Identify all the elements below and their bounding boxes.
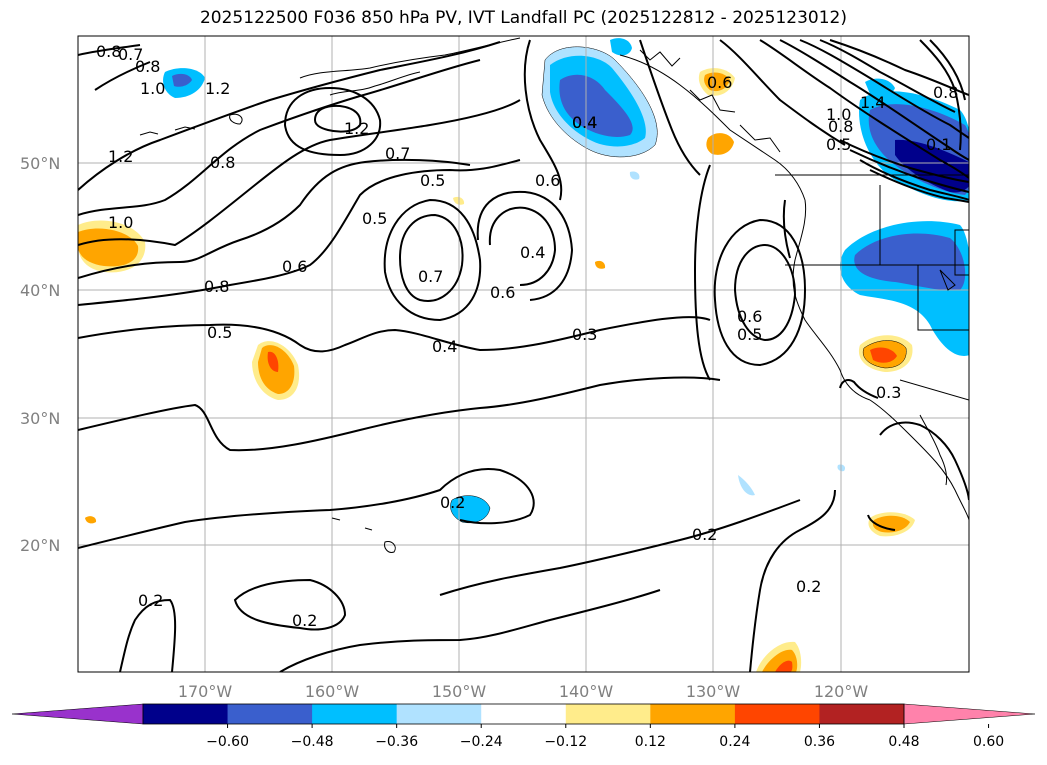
- contour-label: 0.4: [572, 113, 597, 132]
- neg-anomaly-hawaii: [450, 495, 491, 524]
- contour-label: 1.2: [205, 79, 230, 98]
- colorbar-tick-label: −0.60: [206, 734, 249, 750]
- contour-label: 0.6: [707, 73, 732, 92]
- colorbar-segment: [734, 704, 820, 724]
- colorbar-segment: [227, 704, 313, 724]
- pv-shading: [78, 38, 969, 672]
- colorbar-segment: [143, 704, 229, 724]
- contour-label: 0.1: [926, 135, 951, 154]
- latitude-labels: 50°N 40°N 30°N 20°N: [20, 154, 60, 555]
- contour-label: 0.2: [692, 525, 717, 544]
- contour-label: 0.6: [535, 171, 560, 190]
- contour-label: 0.5: [826, 135, 851, 154]
- lon-label-140w: 140°W: [559, 682, 614, 701]
- contour-label: 0.5: [420, 171, 445, 190]
- lat-label-30n: 30°N: [20, 409, 60, 428]
- colorbar-tick-label: −0.12: [544, 734, 587, 750]
- contour-label: 1.0: [108, 213, 133, 232]
- contour-label: 0.8: [210, 153, 235, 172]
- contour-label: 1.0: [140, 79, 165, 98]
- contour-label: 0.6: [737, 307, 762, 326]
- contour-label: 1.4: [860, 93, 885, 112]
- contour-label: 1.2: [108, 147, 133, 166]
- colorbar-tick-label: 0.12: [635, 734, 666, 750]
- contour-label: 0.4: [520, 243, 545, 262]
- colorbar-extend-left: [11, 703, 144, 725]
- colorbar-segment: [565, 704, 651, 724]
- pv-contours: [78, 39, 969, 672]
- contour-label: 0.5: [362, 209, 387, 228]
- contour-label: 0.4: [432, 337, 457, 356]
- gridlines: [78, 36, 969, 672]
- contour-label: 0.3: [876, 383, 901, 402]
- lon-label-150w: 150°W: [432, 682, 487, 701]
- colorbar-tick-label: 0.24: [719, 734, 750, 750]
- contour-label: 0.2: [138, 591, 163, 610]
- contour-label: 0.8: [96, 42, 121, 61]
- contour-label: 0.4: [572, 113, 597, 132]
- contour-label: 1.0: [826, 105, 851, 124]
- colorbar-tick-label: 0.48: [888, 734, 919, 750]
- colorbar-segment: [481, 704, 567, 724]
- plot-area: [78, 36, 969, 672]
- contour-label: 0.2: [292, 611, 317, 630]
- lat-label-50n: 50°N: [20, 154, 60, 173]
- colorbar-segment: [650, 704, 736, 724]
- lat-label-40n: 40°N: [20, 281, 60, 300]
- lon-label-170w: 170°W: [178, 682, 233, 701]
- lat-label-20n: 20°N: [20, 536, 60, 555]
- contour-label: 0.8: [204, 277, 229, 296]
- longitude-labels: 170°W 160°W 150°W 140°W 130°W 120°W: [178, 682, 869, 701]
- contour-label: 0.7: [118, 45, 143, 64]
- lon-label-130w: 130°W: [686, 682, 741, 701]
- lon-label-160w: 160°W: [305, 682, 360, 701]
- lon-label-120w: 120°W: [814, 682, 869, 701]
- coastlines: [139, 37, 969, 553]
- contour-label: 0.2: [796, 577, 821, 596]
- contour-label: 0.6: [490, 283, 515, 302]
- contour-label: 0.8: [135, 57, 160, 76]
- colorbar-segment: [819, 704, 905, 724]
- contour-label: 0.2: [440, 493, 465, 512]
- contour-label: 0.5: [737, 325, 762, 344]
- plot-frame: [77, 35, 970, 673]
- contour-label: 0.8: [933, 83, 958, 102]
- colorbar-segment: [396, 704, 482, 724]
- contour-label: 1.2: [344, 119, 369, 138]
- colorbar-tick-label: −0.36: [375, 734, 418, 750]
- colorbar: −0.60 −0.48 −0.36 −0.24 −0.12 0.12 0.24 0.36 0.4…: [11, 703, 1036, 750]
- contour-label: 0.6: [282, 257, 307, 276]
- contour-label: 0.5: [207, 323, 232, 342]
- colorbar-tick-label: −0.48: [291, 734, 334, 750]
- colorbar-segment: [312, 704, 398, 724]
- map-title: 2025122500 F036 850 hPa PV, IVT Landfall…: [199, 8, 847, 28]
- colorbar-extend-right: [903, 703, 1036, 725]
- contour-label: 0.7: [418, 267, 443, 286]
- colorbar-tick-label: −0.24: [460, 734, 503, 750]
- contour-label: 0.7: [385, 144, 410, 163]
- contour-label: 0.8: [828, 117, 853, 136]
- colorbar-tick-label: 0.60: [973, 734, 1004, 750]
- contour-label: 0.3: [572, 325, 597, 344]
- contour-labels: 0.8 0.7 0.8 1.0 1.2 1.2 1.2 0.8 0.7 0.5 …: [96, 42, 958, 630]
- colorbar-tick-label: 0.36: [804, 734, 835, 750]
